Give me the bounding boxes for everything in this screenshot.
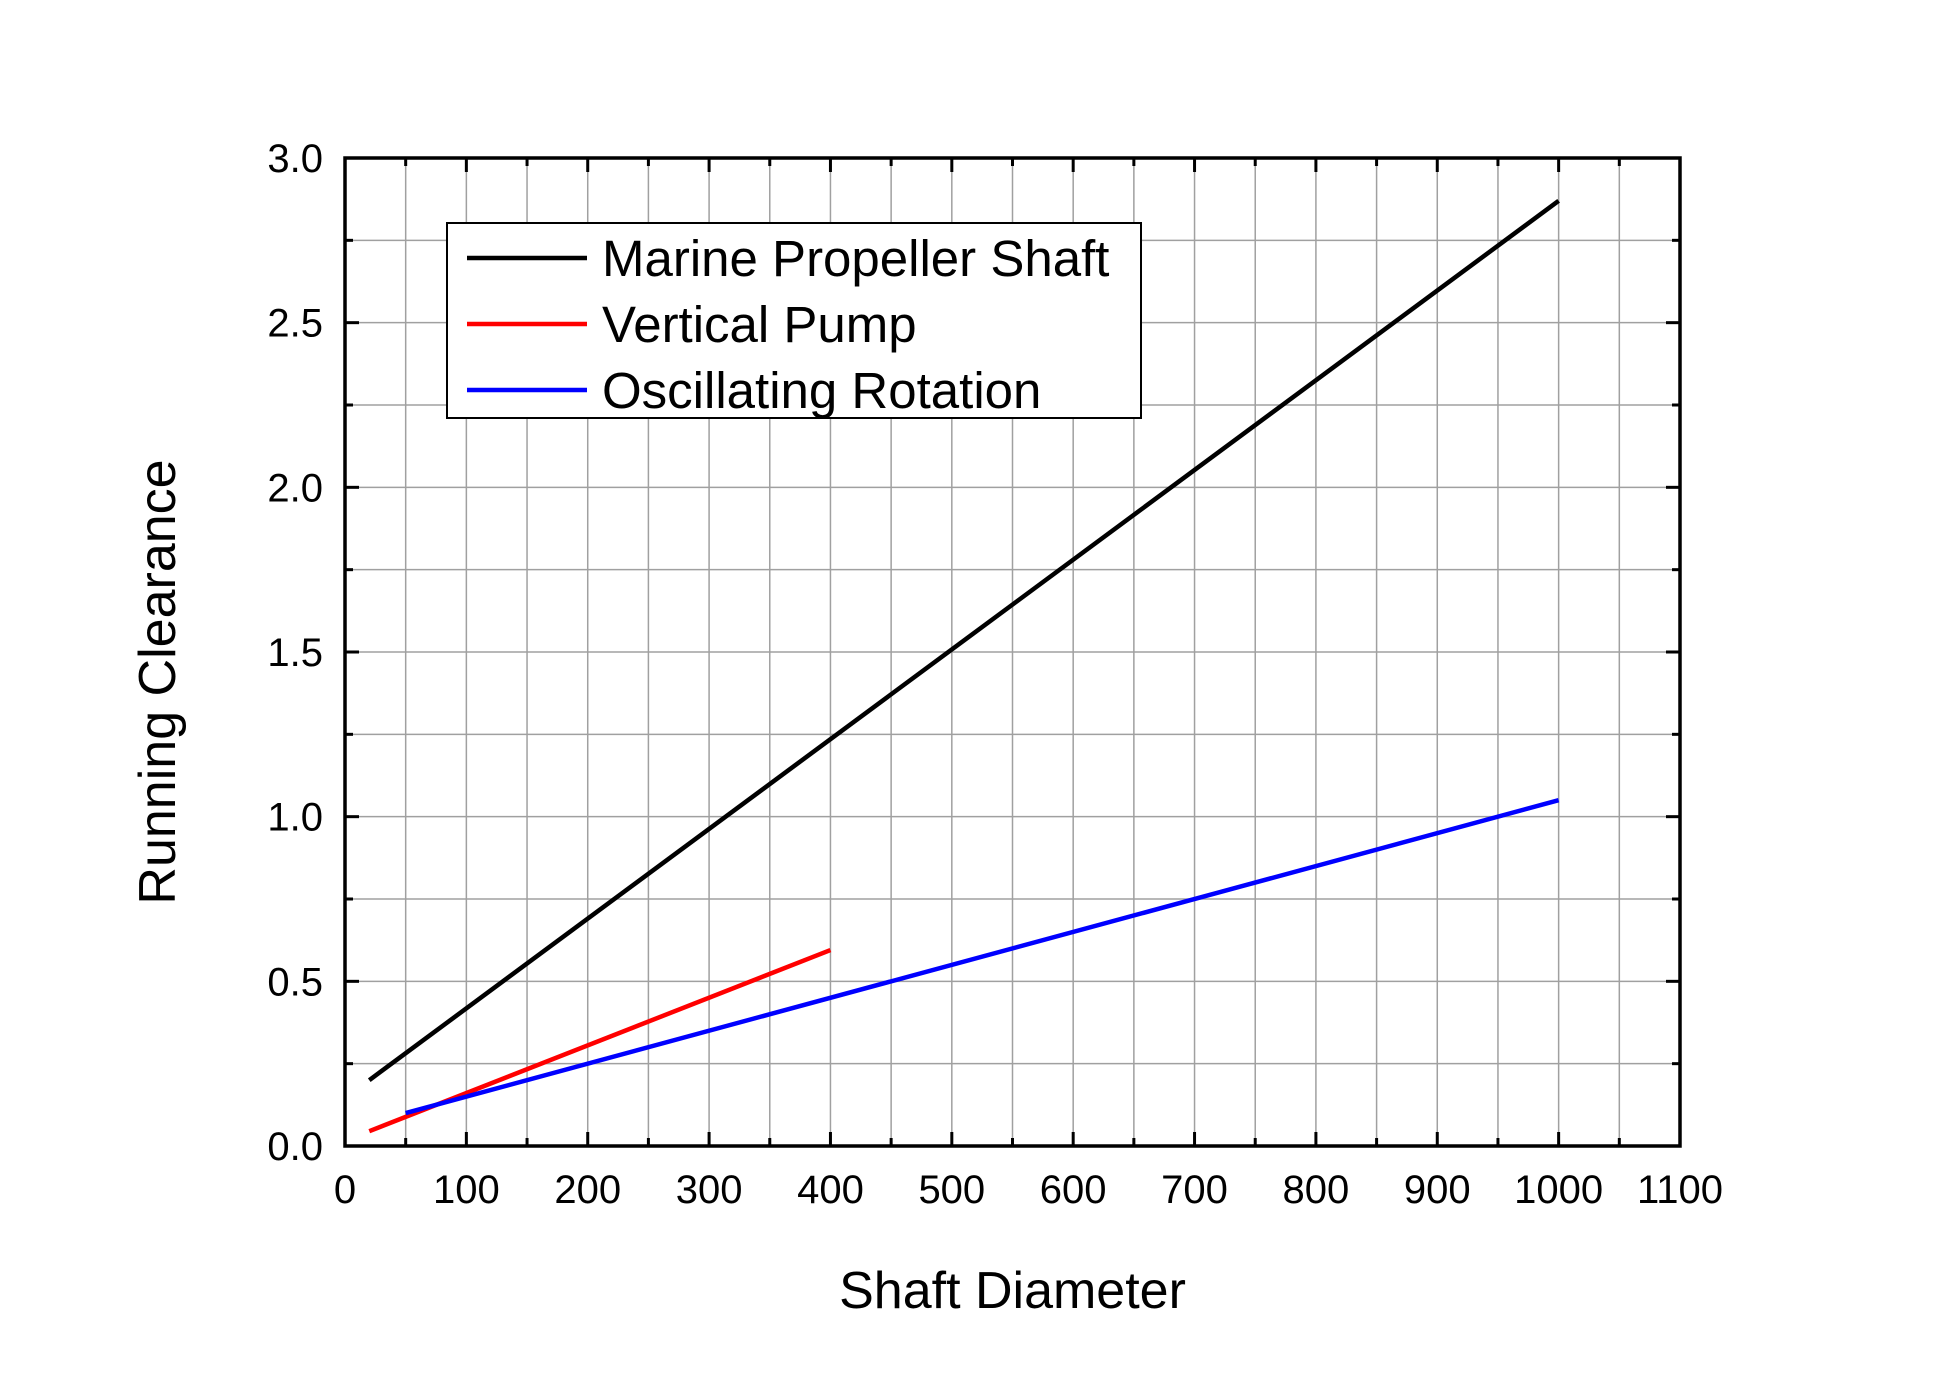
x-axis-title: Shaft Diameter [839,1262,1186,1320]
y-tick-label: 1.0 [267,796,323,840]
series-lines [367,199,1560,1134]
x-tick-label: 400 [797,1168,864,1212]
y-axis-title: Running Clearance [129,459,187,904]
x-tick-label: 200 [554,1168,621,1212]
y-tick-label: 1.5 [267,631,323,675]
legend-box [446,222,1142,419]
series-line-2 [405,798,1560,1116]
x-tick-label: 300 [676,1168,743,1212]
y-tick-label: 3.0 [267,137,323,181]
x-tick-label: 1000 [1514,1168,1603,1212]
x-tick-label: 900 [1404,1168,1471,1212]
x-tick-label: 700 [1161,1168,1228,1212]
y-tick-labels: 0.0 0.5 1.0 1.5 2.0 2.5 3.0 [267,137,323,1169]
axis-ticks [343,156,1682,1148]
legend-label: Oscillating Rotation [602,362,1041,419]
x-tick-labels: 0 100 200 300 400 500 600 700 800 900 1000 1100 [334,1168,1723,1212]
legend-label: Vertical Pump [602,296,917,353]
legend: Marine Propeller Shaft Vertical Pump Oscil… [446,222,1142,419]
y-tick-label: 0.5 [267,960,323,1004]
x-tick-label: 600 [1040,1168,1107,1212]
y-tick-label: 2.5 [267,302,323,346]
series-line-0 [367,199,1560,1082]
y-tick-label: 2.0 [267,466,323,510]
x-tick-label: 800 [1283,1168,1350,1212]
y-tick-label: 0.0 [267,1125,323,1169]
x-tick-label: 100 [433,1168,500,1212]
x-tick-label: 500 [918,1168,985,1212]
x-tick-label: 0 [334,1168,356,1212]
legend-label: Marine Propeller Shaft [602,230,1109,287]
x-tick-label: 1100 [1637,1168,1723,1212]
